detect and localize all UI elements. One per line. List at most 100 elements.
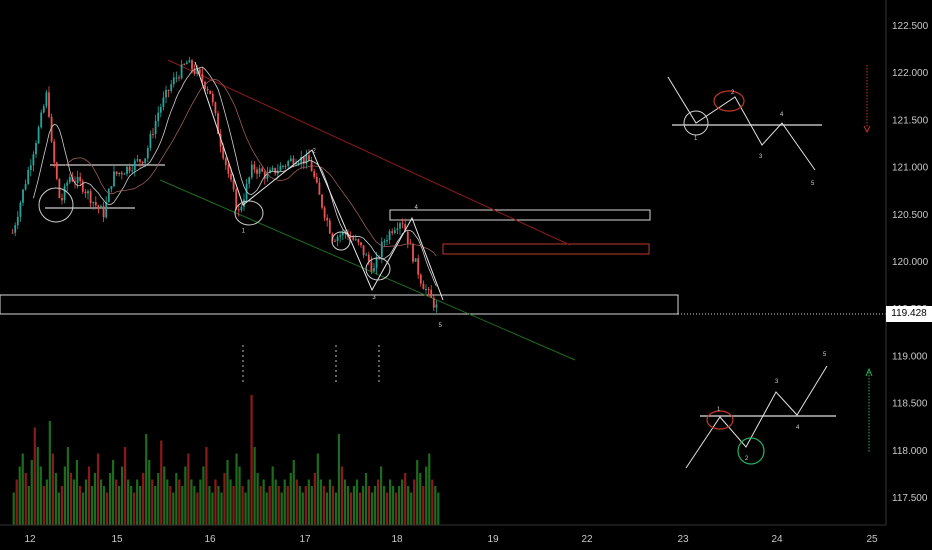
green-channel-line[interactable] bbox=[159, 179, 576, 361]
volume-bar bbox=[121, 466, 124, 525]
wave-circle-a[interactable] bbox=[331, 231, 351, 251]
resistance-zone-red[interactable] bbox=[442, 243, 650, 255]
candle-body bbox=[159, 106, 162, 113]
wave-label: 1 bbox=[242, 229, 246, 235]
volume-bar bbox=[27, 486, 30, 525]
wave-circle-3[interactable] bbox=[365, 257, 391, 281]
candle-body bbox=[172, 77, 175, 85]
volume-bar bbox=[319, 479, 322, 525]
candle-body bbox=[274, 167, 277, 174]
price-axis[interactable]: 122.500 122.000 121.500 121.000 120.500 120.0… bbox=[892, 21, 929, 504]
candle-body bbox=[48, 92, 50, 117]
volume-bar bbox=[238, 466, 241, 525]
candle-body bbox=[284, 165, 287, 167]
volume-bar bbox=[175, 473, 178, 525]
wave-circle-start[interactable] bbox=[38, 187, 74, 223]
time-axis[interactable]: 12 15 16 17 18 19 22 23 24 25 bbox=[24, 534, 878, 545]
candle-body bbox=[154, 120, 157, 135]
candle-body bbox=[412, 243, 414, 262]
bearish-schematic[interactable]: 1 2 3 4 5 bbox=[667, 76, 822, 187]
volume-bar bbox=[45, 479, 48, 525]
candle-body bbox=[370, 261, 373, 272]
volume-bar bbox=[325, 492, 328, 525]
candlestick-series bbox=[11, 56, 438, 313]
x-tick-label: 22 bbox=[581, 534, 593, 545]
volume-bar bbox=[361, 486, 365, 525]
volume-bar bbox=[117, 486, 121, 525]
candle-body bbox=[388, 231, 391, 241]
support-zone[interactable] bbox=[0, 294, 679, 315]
bullish-label-3: 3 bbox=[775, 379, 779, 385]
volume-bar bbox=[66, 447, 70, 525]
volume-bar bbox=[105, 492, 109, 525]
volume-bar bbox=[310, 486, 313, 525]
candle-body bbox=[37, 127, 40, 144]
candle-body bbox=[318, 182, 321, 195]
wave-labels: 1 2 3 4 5 bbox=[242, 148, 443, 329]
candle-body bbox=[313, 171, 316, 177]
volume-bar bbox=[208, 486, 211, 525]
candle-body bbox=[266, 172, 269, 179]
candle-body bbox=[414, 258, 417, 262]
volume-bar bbox=[18, 466, 21, 525]
candle-body bbox=[295, 162, 297, 165]
volume-bar bbox=[262, 479, 265, 525]
red-channel-line[interactable] bbox=[167, 59, 571, 246]
candle-body bbox=[105, 202, 108, 218]
candle-body bbox=[149, 133, 152, 149]
candle-body bbox=[100, 206, 102, 209]
y-tick-label: 119.000 bbox=[892, 351, 928, 362]
volume-bar bbox=[407, 486, 410, 525]
candle-body bbox=[115, 171, 118, 175]
candle-body bbox=[102, 206, 105, 218]
candle-body bbox=[136, 159, 139, 161]
candle-body bbox=[45, 92, 48, 107]
candle-body bbox=[170, 84, 173, 91]
volume-bar bbox=[184, 466, 187, 525]
volume-bar bbox=[114, 479, 118, 525]
candle-body bbox=[222, 146, 225, 159]
candle-body bbox=[256, 169, 258, 174]
wave-circle-1[interactable] bbox=[234, 200, 264, 226]
candle-body bbox=[196, 69, 199, 74]
volume-bar bbox=[322, 486, 325, 525]
candle-body bbox=[27, 169, 30, 184]
candle-body bbox=[282, 165, 284, 167]
candle-body bbox=[165, 89, 167, 98]
volume-bar bbox=[331, 486, 335, 525]
candle-body bbox=[386, 240, 388, 242]
candle-body bbox=[432, 297, 435, 308]
volume-bar bbox=[244, 492, 247, 525]
volume-bar bbox=[196, 492, 199, 525]
y-tick-label: 121.500 bbox=[892, 115, 929, 126]
resistance-zone-white[interactable] bbox=[389, 209, 651, 221]
candle-body bbox=[14, 225, 17, 233]
x-tick-label: 19 bbox=[487, 534, 499, 545]
volume-bar bbox=[33, 427, 36, 525]
volume-bar bbox=[187, 453, 190, 525]
candle-body bbox=[144, 158, 147, 164]
candle-body bbox=[308, 155, 310, 161]
candle-body bbox=[357, 239, 360, 243]
elliott-wave-zigzag[interactable] bbox=[194, 61, 444, 301]
candle-body bbox=[401, 223, 404, 225]
volume-bar bbox=[220, 492, 223, 525]
candle-body bbox=[191, 60, 193, 70]
bullish-schematic[interactable]: 1 2 3 4 5 bbox=[685, 352, 836, 469]
candle-body bbox=[427, 288, 430, 290]
volume-bar bbox=[136, 479, 139, 525]
volume-bar bbox=[193, 486, 196, 525]
volume-bar bbox=[190, 479, 193, 525]
bullish-label-1: 1 bbox=[717, 407, 721, 413]
volume-bar bbox=[307, 479, 310, 525]
volume-bar bbox=[379, 466, 383, 525]
candle-body bbox=[110, 186, 113, 190]
volume-bar bbox=[280, 492, 283, 525]
candle-body bbox=[87, 191, 89, 194]
candle-body bbox=[206, 89, 209, 91]
y-tick-label: 121.000 bbox=[892, 163, 929, 174]
volume-bar bbox=[51, 453, 54, 525]
bearish-label-4: 4 bbox=[780, 112, 784, 118]
candle-body bbox=[263, 171, 266, 179]
